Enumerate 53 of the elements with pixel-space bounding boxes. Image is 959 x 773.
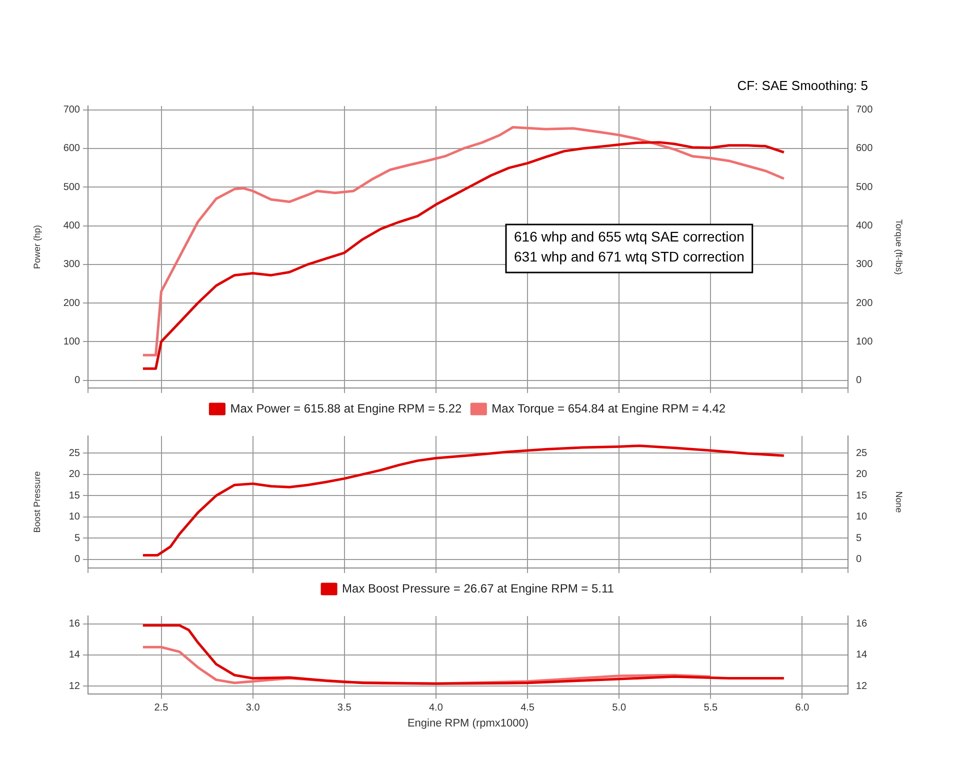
- y-tick-label: 10: [68, 512, 80, 523]
- x-tick-label: 4.0: [429, 702, 444, 714]
- y2-axis-title: Torque (ft-lbs): [894, 219, 904, 275]
- y-tick-label: 0: [74, 554, 80, 566]
- legend-label: Max Power = 615.88 at Engine RPM = 5.22: [230, 401, 462, 416]
- legend-label: Max Torque = 654.84 at Engine RPM = 4.42: [492, 401, 726, 416]
- y-axis-title: Boost Pressure: [32, 471, 42, 533]
- x-axis-title: Engine RPM (rpmx1000): [407, 717, 529, 730]
- x-tick-label: 5.5: [704, 702, 718, 714]
- y2-tick-label: 400: [856, 220, 874, 232]
- y2-tick-label: 600: [856, 143, 874, 154]
- x-tick-label: 2.5: [154, 702, 169, 714]
- x-tick-label: 4.5: [520, 702, 535, 714]
- x-tick-label: 5.0: [612, 702, 626, 714]
- y-tick-label: 400: [63, 220, 80, 232]
- y2-tick-label: 12: [856, 680, 868, 692]
- y2-axis-title: None: [894, 491, 904, 513]
- y2-tick-label: 10: [856, 512, 868, 523]
- y-tick-label: 20: [68, 469, 80, 480]
- y-tick-label: 200: [63, 298, 80, 309]
- y2-tick-label: 700: [856, 104, 874, 116]
- y2-tick-label: 5: [856, 532, 862, 544]
- y-tick-label: 300: [63, 259, 80, 270]
- y2-tick-label: 25: [856, 448, 868, 459]
- y2-tick-label: 500: [856, 182, 874, 193]
- x-tick-label: 3.0: [246, 702, 260, 714]
- x-tick-label: 6.0: [795, 702, 810, 714]
- y2-tick-label: 20: [856, 469, 868, 480]
- y-axis-title: Power (hp): [32, 224, 42, 270]
- annotation: 631 whp and 671 wtq STD correction: [514, 248, 744, 264]
- y-tick-label: 14: [68, 650, 80, 661]
- y-tick-label: 0: [74, 375, 80, 386]
- y-tick-label: 100: [63, 336, 80, 348]
- y-tick-label: 500: [63, 182, 80, 193]
- y-tick-label: 15: [68, 490, 80, 502]
- y-tick-label: 600: [63, 143, 80, 154]
- x-tick-label: 3.5: [337, 702, 352, 714]
- y-tick-label: 16: [68, 618, 80, 630]
- annotation: 616 whp and 655 wtq SAE correction: [514, 228, 744, 244]
- y2-tick-label: 16: [856, 618, 868, 630]
- y2-tick-label: 14: [856, 650, 868, 661]
- chart-subtitle: CF: SAE Smoothing: 5: [736, 78, 869, 93]
- legend-label: Max Boost Pressure = 26.67 at Engine RPM = 5.11: [342, 581, 614, 596]
- y2-tick-label: 0: [856, 375, 862, 386]
- y2-tick-label: 300: [856, 259, 874, 270]
- y-tick-label: 25: [68, 448, 80, 459]
- y2-tick-label: 0: [856, 554, 862, 566]
- y-tick-label: 5: [74, 532, 80, 544]
- y2-tick-label: 15: [856, 490, 868, 502]
- y-tick-label: 12: [68, 680, 80, 692]
- y-tick-label: 700: [63, 104, 80, 116]
- y2-tick-label: 100: [856, 336, 874, 348]
- y2-tick-label: 200: [856, 298, 874, 309]
